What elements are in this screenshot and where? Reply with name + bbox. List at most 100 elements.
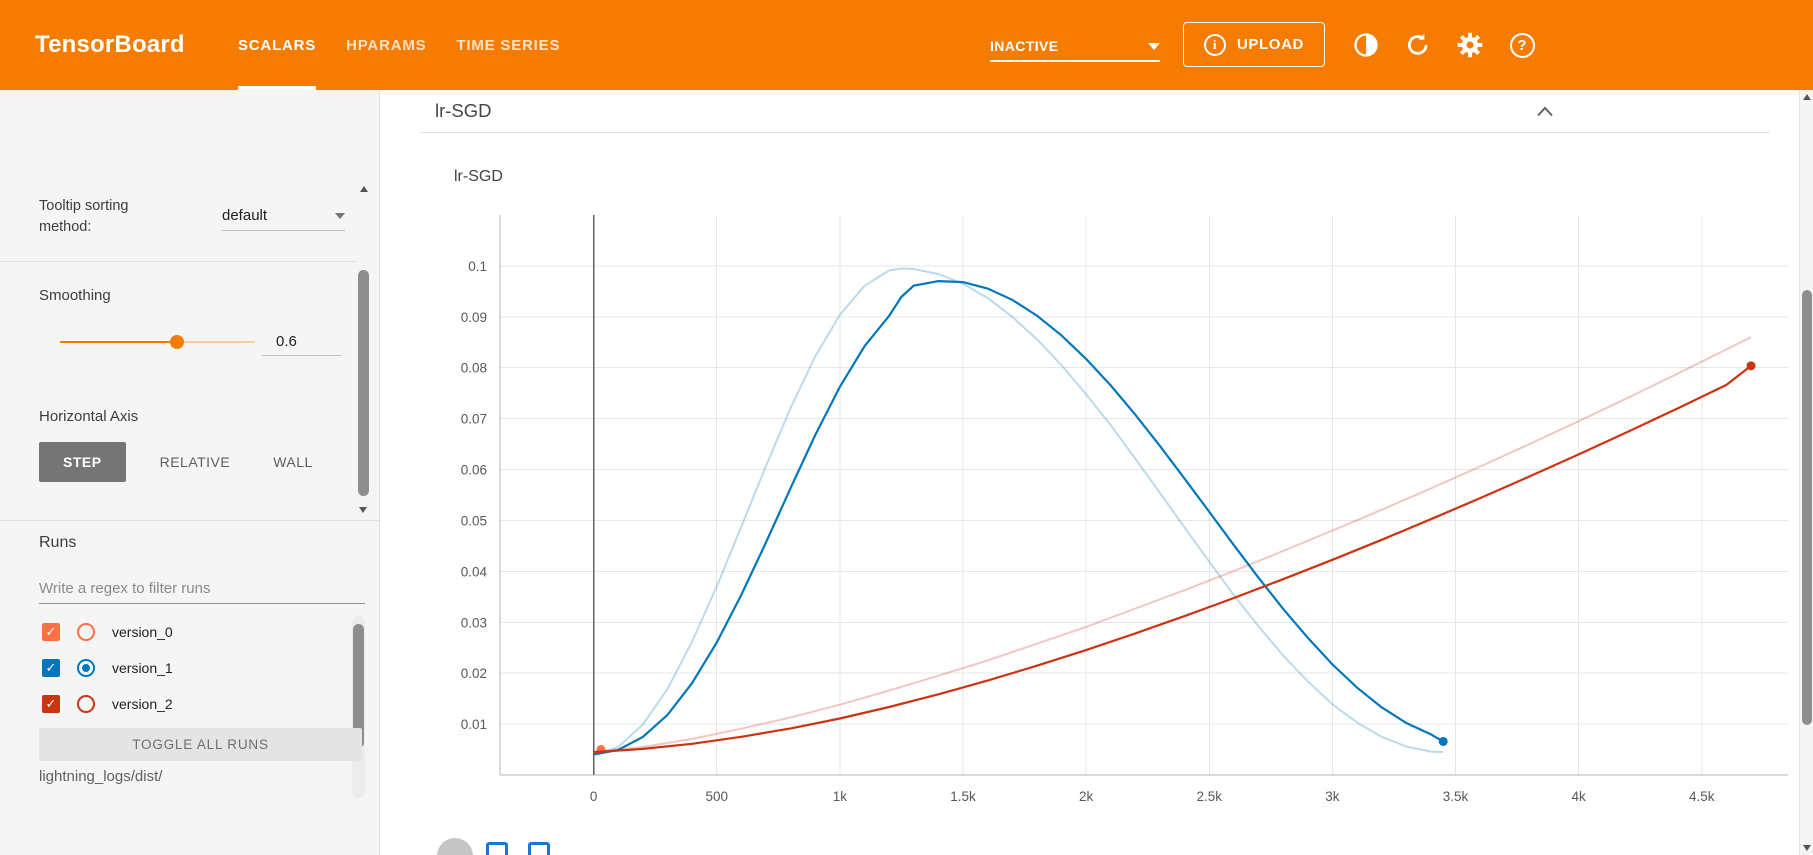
runs-list: ✓ version_0 ✓ version_1 ✓ version_2 — [0, 614, 352, 722]
smoothing-value-input[interactable]: 0.6 — [262, 328, 342, 356]
divider — [0, 520, 380, 521]
help-icon[interactable]: ? — [1508, 31, 1536, 59]
settings-scrollbar[interactable] — [356, 184, 371, 515]
scrollbar-thumb[interactable] — [1802, 290, 1812, 725]
series-raw-version_1 — [593, 267, 1444, 756]
axis-option-relative[interactable]: RELATIVE — [151, 442, 240, 482]
x-tick-label: 500 — [705, 789, 728, 804]
run-row-version_2: ✓ version_2 — [0, 686, 352, 722]
horizontal-axis-label: Horizontal Axis — [39, 408, 139, 425]
y-tick-label: 0.08 — [461, 361, 487, 376]
tab-time-series[interactable]: TIME SERIES — [456, 36, 561, 54]
chart-card-header: lr-SGD — [420, 90, 1770, 133]
smoothing-slider-thumb[interactable] — [170, 335, 184, 349]
divider — [0, 261, 357, 262]
run-row-version_1: ✓ version_1 — [0, 650, 352, 686]
x-tick-label: 1k — [833, 789, 848, 804]
run-radio-icon[interactable] — [77, 623, 95, 641]
run-checkbox-icon[interactable]: ✓ — [42, 623, 60, 641]
scroll-down-arrow-icon[interactable] — [359, 507, 367, 513]
tooltip-sorting-label: Tooltip sorting method: — [39, 198, 129, 235]
y-tick-label: 0.04 — [461, 564, 488, 579]
chart-group-title: lr-SGD — [435, 100, 492, 121]
scrollbar-thumb[interactable] — [353, 624, 364, 748]
app-header: TensorBoard SCALARS HPARAMS TIME SERIES IN… — [0, 0, 1813, 90]
x-tick-label: 3k — [1325, 789, 1340, 804]
run-checkbox-icon[interactable]: ✓ — [42, 659, 60, 677]
scroll-up-arrow-icon[interactable] — [359, 186, 368, 192]
page-scrollbar[interactable] — [1799, 90, 1813, 855]
upload-button[interactable]: i UPLOAD — [1183, 22, 1325, 67]
y-tick-label: 0.06 — [461, 463, 487, 478]
toggle-all-runs-button[interactable]: TOGGLE ALL RUNS — [39, 728, 362, 761]
header-action-icons: ? — [1352, 0, 1536, 90]
x-tick-label: 4k — [1572, 789, 1587, 804]
blue-square-toggle-icon[interactable] — [486, 842, 508, 855]
scroll-down-arrow-icon[interactable] — [1802, 845, 1811, 851]
series-endpoint-dot-version_1[interactable] — [1438, 736, 1448, 746]
main-content: lr-SGD 0.01 0.02 0.03 0.04 0.05 0.06 0.07 0.08 0… — [380, 90, 1799, 855]
run-label: version_2 — [112, 696, 173, 712]
x-tick-label: 2k — [1079, 789, 1094, 804]
chevron-down-icon — [1148, 42, 1160, 50]
y-tick-label: 0.1 — [468, 259, 487, 274]
status-dropdown[interactable]: INACTIVE — [990, 32, 1160, 62]
info-icon: i — [1204, 33, 1226, 56]
scrollbar-thumb[interactable] — [358, 270, 369, 496]
circle-button-icon[interactable] — [437, 838, 473, 855]
scalar-line-chart[interactable]: 0.01 0.02 0.03 0.04 0.05 0.06 0.07 0.08 0.09 0.1 0… — [420, 145, 1795, 855]
chevron-up-icon — [1537, 106, 1553, 116]
axis-option-wall[interactable]: WALL — [264, 442, 322, 482]
run-checkbox-icon[interactable]: ✓ — [42, 695, 60, 713]
settings-gear-icon[interactable] — [1456, 31, 1484, 59]
header-tabs: SCALARS HPARAMS TIME SERIES — [238, 0, 560, 90]
run-row-version_0: ✓ version_0 — [0, 614, 352, 650]
smoothing-slider[interactable] — [60, 335, 255, 349]
series-smoothed-version_2 — [593, 364, 1752, 754]
tab-scalars[interactable]: SCALARS — [238, 0, 317, 90]
scroll-up-arrow-icon[interactable] — [1802, 94, 1811, 100]
runs-list-scrollbar[interactable] — [352, 616, 365, 798]
run-label: version_1 — [112, 660, 173, 676]
tooltip-sorting-value: default — [222, 207, 268, 224]
collapse-card-button[interactable] — [1533, 103, 1557, 121]
tooltip-sorting-select[interactable]: default — [222, 201, 345, 231]
chevron-down-icon — [335, 212, 345, 219]
series-smoothed-version_1 — [593, 279, 1444, 756]
runs-section-label: Runs — [39, 534, 77, 551]
series-raw-version_2 — [593, 336, 1752, 754]
x-tick-label: 1.5k — [950, 789, 976, 804]
theme-toggle-icon[interactable] — [1352, 31, 1380, 59]
y-tick-label: 0.05 — [461, 513, 487, 528]
sidebar: Tooltip sorting method: default Smoothin… — [0, 90, 380, 855]
smoothing-label: Smoothing — [39, 287, 111, 304]
axis-option-step[interactable]: STEP — [39, 442, 126, 482]
blue-square-toggle-icon[interactable] — [528, 842, 550, 855]
app-logo: TensorBoard — [35, 31, 185, 58]
refresh-icon[interactable] — [1404, 31, 1432, 59]
series-endpoint-dot-version_2[interactable] — [1746, 361, 1756, 371]
x-tick-label: 3.5k — [1443, 789, 1469, 804]
status-dropdown-value: INACTIVE — [990, 38, 1059, 54]
x-tick-label: 4.5k — [1689, 789, 1715, 804]
y-tick-label: 0.03 — [461, 615, 487, 630]
horizontal-axis-options: STEP RELATIVE WALL — [39, 442, 322, 482]
runs-filter-input[interactable] — [39, 574, 365, 604]
log-directory-label: lightning_logs/dist/ — [39, 768, 163, 785]
tab-hparams[interactable]: HPARAMS — [346, 36, 427, 54]
chart-title: lr-SGD — [454, 168, 503, 185]
run-label: version_0 — [112, 624, 173, 640]
x-tick-label: 2.5k — [1196, 789, 1222, 804]
y-tick-label: 0.07 — [461, 412, 487, 427]
run-radio-icon[interactable] — [77, 695, 95, 713]
y-tick-label: 0.09 — [461, 310, 487, 325]
upload-button-label: UPLOAD — [1237, 36, 1304, 53]
y-tick-label: 0.01 — [461, 717, 487, 732]
run-radio-icon[interactable] — [77, 659, 95, 677]
x-tick-label: 0 — [590, 789, 598, 804]
question-mark-icon: ? — [1509, 32, 1535, 58]
radio-dot — [82, 664, 90, 672]
y-tick-label: 0.02 — [461, 666, 487, 681]
smoothing-slider-fill — [60, 341, 177, 343]
